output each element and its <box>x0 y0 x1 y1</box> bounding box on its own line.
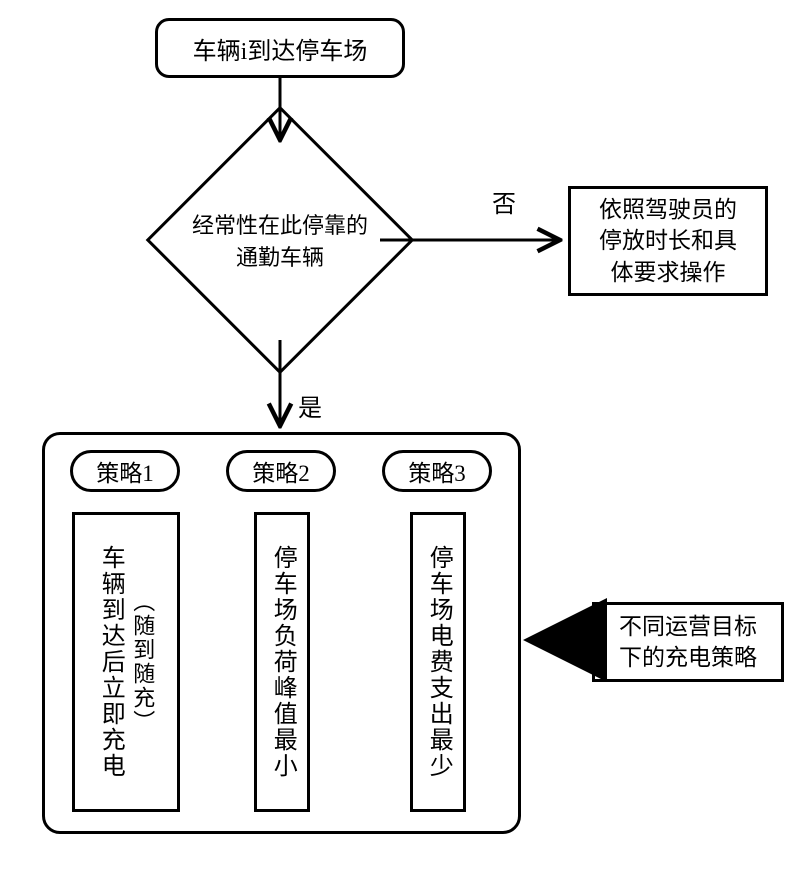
edge-label-yes-text: 是 <box>298 396 322 422</box>
col1-paren-label: （随到随充） <box>126 590 158 734</box>
pill-strategy-3: 策略3 <box>382 450 492 492</box>
col2-label: 停车场负荷峰值最小 <box>266 545 298 779</box>
edge-label-yes: 是 <box>298 388 322 423</box>
node-start: 车辆i到达停车场 <box>155 18 405 78</box>
col3-label: 停车场电费支出最少 <box>422 545 454 779</box>
annotation-label: 不同运营目标 下的充电策略 <box>619 611 757 673</box>
col3-box: 停车场电费支出最少 <box>410 512 466 812</box>
node-right-box: 依照驾驶员的 停放时长和具 体要求操作 <box>568 186 768 296</box>
annotation-box: 不同运营目标 下的充电策略 <box>592 602 784 682</box>
flowchart-canvas: 车辆i到达停车场 经常性在此停靠的 通勤车辆 依照驾驶员的 停放时长和具 体要求… <box>0 0 797 877</box>
col1-box: （随到随充） 车辆到达后立即充电 <box>72 512 180 812</box>
edge-label-no: 否 <box>492 184 516 219</box>
node-start-label: 车辆i到达停车场 <box>193 31 368 66</box>
col1-main-label: 车辆到达后立即充电 <box>94 545 126 779</box>
pill-strategy-2-label: 策略2 <box>252 454 310 488</box>
edge-label-no-text: 否 <box>492 192 516 218</box>
pill-strategy-1-label: 策略1 <box>96 454 154 488</box>
pill-strategy-3-label: 策略3 <box>408 454 466 488</box>
pill-strategy-1: 策略1 <box>70 450 180 492</box>
node-right-box-label: 依照驾驶员的 停放时长和具 体要求操作 <box>599 194 737 287</box>
pill-strategy-2: 策略2 <box>226 450 336 492</box>
col2-box: 停车场负荷峰值最小 <box>254 512 310 812</box>
node-decision-label: 经常性在此停靠的 通勤车辆 <box>192 208 368 272</box>
